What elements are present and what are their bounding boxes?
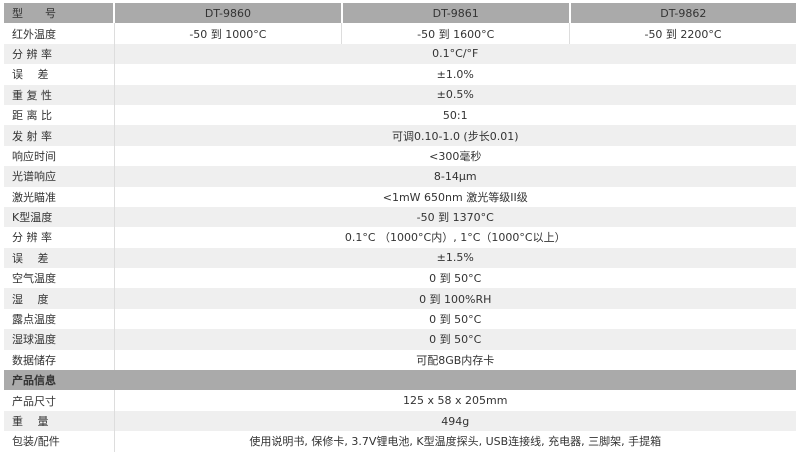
table-row: 发 射 率可调0.10-1.0 (步长0.01) [4,125,796,146]
model-name: DT-9860 [114,3,343,24]
table-row: 距 离 比 50:1 [4,104,796,126]
model-name: DT-9862 [569,3,796,24]
spec-table: 型 号 DT-9860 DT-9861 DT-9862 红外温度 -50 到 1… [4,3,796,452]
section-title: 产品信息 [4,370,114,391]
table-row: 误 差 ±1.0% [4,64,796,85]
table-row: 重 量 494g [4,410,796,432]
row-value: 0.1°C （1000°C内）, 1°C（1000°C以上） [344,231,566,245]
row-value: -50 到 1370°C [114,206,796,228]
row-value: -50 到 2200°C [644,27,722,41]
row-value: 8-14μm [114,166,796,187]
table-row: 红外温度 -50 到 1000°C -50 到 1600°C -50 到 220… [4,23,796,44]
section-fill [114,370,796,391]
row-label: 湿球温度 [4,329,115,350]
table-row: 分 辨 率 0.1°C （1000°C内）, 1°C（1000°C以上） [4,227,796,248]
row-label: 湿 度 [4,288,115,309]
table-row: 光谱响应 8-14μm [4,166,796,187]
row-label: 光谱响应 [4,166,115,187]
model-header-row: 型 号 DT-9860 DT-9861 DT-9862 [4,3,796,24]
row-label: 误 差 [4,64,115,85]
row-value: 0 到 50°C [114,329,796,350]
row-label: 产品尺寸 [4,390,115,411]
row-label: 分 辨 率 [4,43,115,65]
row-value: 50:1 [442,108,468,122]
table-row: 分 辨 率 0.1°C/°F [4,43,796,65]
row-label: K型温度 [4,206,115,228]
row-value: <300毫秒 [429,149,482,163]
table-row: 激光瞄准 <1mW 650nm 激光等级II级 [4,186,796,207]
table-row: K型温度 -50 到 1370°C [4,206,796,228]
model-name: DT-9861 [341,3,571,24]
row-value: 125 x 58 x 205mm [403,394,508,408]
table-row: 数据储存 可配8GB内存卡 [4,349,796,371]
row-label: 红外温度 [4,23,115,44]
row-label: 重 复 性 [4,84,115,105]
row-value: ±1.5% [114,247,796,269]
row-label: 重 量 [4,410,115,432]
row-value: 使用说明书, 保修卡, 3.7V锂电池, K型温度探头, USB连接线, 充电器… [249,435,662,449]
row-value: ±1.0% [436,67,474,81]
table-row: 产品尺寸 125 x 58 x 205mm [4,390,796,411]
table-row: 重 复 性 ±0.5% [4,84,796,105]
section-header-product-info: 产品信息 [4,370,796,391]
row-value: 可配8GB内存卡 [416,353,495,367]
row-label: 型 号 [4,3,115,24]
row-value: -50 到 1000°C [114,23,343,44]
row-value: 0.1°C/°F [114,43,796,65]
row-value: 0 到 50°C [429,272,482,286]
table-row: 包装/配件 使用说明书, 保修卡, 3.7V锂电池, K型温度探头, USB连接线… [4,431,796,452]
row-label: 发 射 率 [4,125,115,146]
table-row: 误 差 ±1.5% [4,247,796,269]
row-value: <1mW 650nm 激光等级II级 [382,190,528,204]
row-value: 494g [114,410,796,432]
row-label: 响应时间 [4,145,115,167]
table-row: 响应时间 <300毫秒 [4,145,796,167]
row-value: 0 到 50°C [429,313,482,327]
table-row: 湿球温度 0 到 50°C [4,329,796,350]
row-label: 激光瞄准 [4,186,115,207]
row-label: 数据储存 [4,349,115,371]
table-row: 露点温度 0 到 50°C [4,308,796,330]
row-label: 距 离 比 [4,104,115,126]
row-label: 空气温度 [4,268,115,289]
row-label: 误 差 [4,247,115,269]
row-label: 包装/配件 [4,431,115,452]
table-row: 空气温度 0 到 50°C [4,268,796,289]
row-value: -50 到 1600°C [341,23,571,44]
row-value: 可调0.10-1.0 (步长0.01) [114,125,796,146]
row-label: 分 辨 率 [4,227,115,248]
row-value: 0 到 100%RH [114,288,796,309]
row-label: 露点温度 [4,308,115,330]
row-value: ±0.5% [114,84,796,105]
